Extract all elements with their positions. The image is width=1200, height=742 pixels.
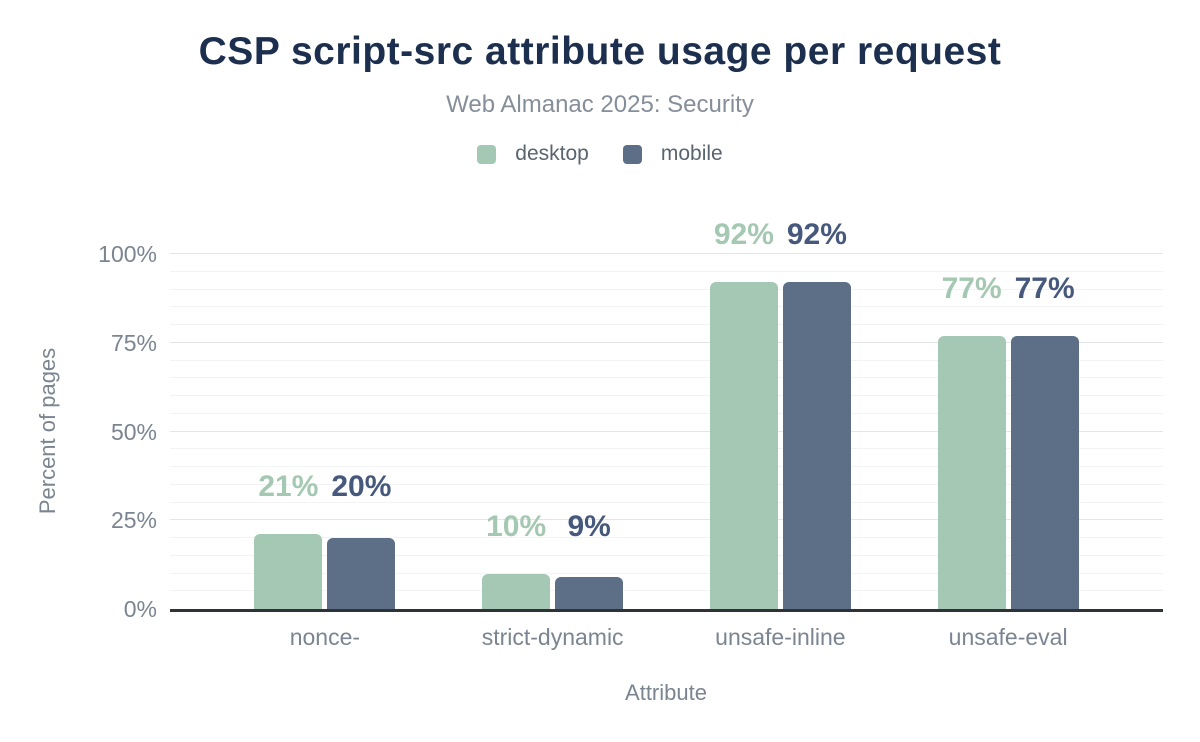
gridline-minor bbox=[170, 359, 1163, 361]
legend: desktop mobile bbox=[0, 142, 1200, 166]
gridline-minor bbox=[170, 270, 1163, 272]
bar-mobile-unsafe-inline bbox=[782, 282, 851, 609]
legend-item-mobile: mobile bbox=[622, 142, 723, 166]
gridline-minor bbox=[170, 483, 1163, 485]
gridline-minor bbox=[170, 466, 1163, 467]
gridline-minor bbox=[170, 324, 1163, 325]
value-label-desktop-unsafe-eval: 77% bbox=[941, 271, 1002, 305]
gridline-minor bbox=[170, 537, 1163, 538]
gridline-minor bbox=[170, 554, 1163, 556]
x-tick-label: unsafe-inline bbox=[715, 624, 846, 650]
x-tick-label: unsafe-eval bbox=[948, 624, 1068, 650]
y-tick-label: 0% bbox=[123, 596, 157, 622]
plot-area: 21% 20% nonce- 10% 9% strict-dynamic 92% 92% uns… bbox=[170, 220, 1163, 650]
gridline-minor bbox=[170, 572, 1163, 574]
gridline-major bbox=[170, 341, 1163, 343]
bar-mobile-unsafe-eval bbox=[1010, 335, 1079, 609]
bar-group-nonce-: 21% 20% nonce- bbox=[254, 254, 396, 650]
legend-label: desktop bbox=[515, 142, 589, 165]
y-axis-ticks: 0% 25% 50% 75% 100% bbox=[0, 243, 157, 621]
gridline-major bbox=[170, 430, 1163, 432]
bar-desktop-nonce- bbox=[254, 534, 323, 609]
gridline-minor bbox=[170, 590, 1163, 592]
legend-swatch-mobile bbox=[622, 144, 642, 164]
value-label-desktop-nonce-: 21% bbox=[258, 470, 319, 504]
value-label-mobile-strict-dynamic: 9% bbox=[567, 509, 611, 543]
legend-swatch-desktop bbox=[477, 144, 497, 164]
value-label-desktop-strict-dynamic: 10% bbox=[486, 509, 547, 543]
x-tick-label: strict-dynamic bbox=[481, 624, 624, 650]
gridline-minor bbox=[170, 501, 1163, 503]
gridline-minor bbox=[170, 377, 1163, 379]
bar-group-unsafe-inline: 92% 92% unsafe-inline bbox=[709, 220, 851, 650]
chart-title: CSP script-src attribute usage per reque… bbox=[198, 30, 1002, 73]
bar-desktop-unsafe-eval bbox=[937, 335, 1006, 609]
bar-group-strict-dynamic: 10% 9% strict-dynamic bbox=[482, 254, 624, 650]
gridline-minor bbox=[170, 412, 1163, 414]
y-tick-label: 25% bbox=[110, 507, 157, 534]
legend-item-desktop: desktop bbox=[477, 142, 589, 166]
value-label-mobile-nonce-: 20% bbox=[331, 470, 392, 504]
y-tick-label: 50% bbox=[110, 418, 157, 445]
bar-group-unsafe-eval: 77% 77% unsafe-eval bbox=[937, 254, 1079, 650]
bars-layer: 21% 20% nonce- 10% 9% strict-dynamic 92% 92% uns… bbox=[170, 220, 1163, 650]
gridline-minor bbox=[170, 306, 1163, 308]
chart-subtitle: Web Almanac 2025: Security bbox=[446, 91, 754, 118]
y-tick-label: 100% bbox=[98, 241, 157, 267]
value-label-mobile-unsafe-inline: 92% bbox=[786, 218, 847, 252]
legend-label: mobile bbox=[660, 142, 723, 165]
y-tick-label: 75% bbox=[110, 329, 157, 356]
value-label-mobile-unsafe-eval: 77% bbox=[1014, 271, 1075, 305]
bar-desktop-unsafe-inline bbox=[709, 282, 778, 609]
gridline-major bbox=[170, 253, 1163, 254]
x-axis-title: Attribute bbox=[625, 680, 707, 705]
gridline-major bbox=[170, 519, 1163, 521]
x-tick-label: nonce- bbox=[289, 624, 361, 650]
bar-mobile-strict-dynamic bbox=[555, 577, 624, 609]
bar-desktop-strict-dynamic bbox=[482, 573, 551, 609]
gridline-minor bbox=[170, 448, 1163, 450]
gridline-minor bbox=[170, 395, 1163, 396]
gridline-minor bbox=[170, 288, 1163, 290]
value-label-desktop-unsafe-inline: 92% bbox=[713, 218, 774, 252]
bar-mobile-nonce- bbox=[327, 538, 396, 609]
